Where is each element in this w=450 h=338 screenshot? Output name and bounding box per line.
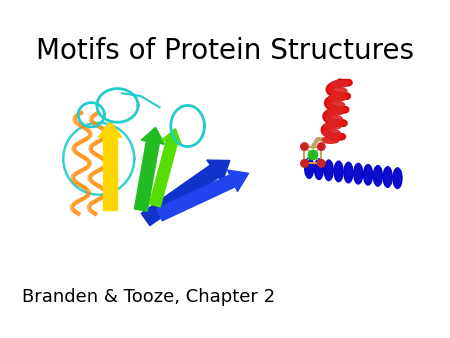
Polygon shape bbox=[141, 127, 164, 144]
Ellipse shape bbox=[383, 167, 392, 187]
Circle shape bbox=[301, 143, 308, 150]
Circle shape bbox=[301, 160, 308, 167]
Ellipse shape bbox=[324, 123, 341, 129]
Polygon shape bbox=[149, 141, 177, 207]
Ellipse shape bbox=[329, 95, 346, 101]
Polygon shape bbox=[98, 121, 122, 137]
Ellipse shape bbox=[324, 160, 333, 180]
Ellipse shape bbox=[393, 168, 402, 189]
Polygon shape bbox=[141, 165, 219, 226]
Ellipse shape bbox=[374, 166, 382, 186]
Ellipse shape bbox=[322, 137, 339, 143]
Ellipse shape bbox=[324, 130, 340, 136]
Ellipse shape bbox=[327, 108, 343, 115]
Ellipse shape bbox=[354, 163, 363, 184]
Circle shape bbox=[318, 160, 325, 167]
Ellipse shape bbox=[334, 161, 343, 182]
Circle shape bbox=[308, 150, 318, 160]
Ellipse shape bbox=[326, 116, 342, 122]
Polygon shape bbox=[104, 137, 117, 210]
Ellipse shape bbox=[305, 158, 314, 178]
Ellipse shape bbox=[331, 80, 348, 87]
Ellipse shape bbox=[315, 159, 324, 179]
Polygon shape bbox=[228, 170, 248, 191]
Text: Motifs of Protein Structures: Motifs of Protein Structures bbox=[36, 37, 414, 65]
Ellipse shape bbox=[364, 165, 373, 185]
Ellipse shape bbox=[330, 88, 347, 94]
Ellipse shape bbox=[344, 162, 353, 183]
Polygon shape bbox=[157, 175, 235, 221]
Polygon shape bbox=[135, 141, 159, 211]
Ellipse shape bbox=[328, 102, 345, 108]
Text: Branden & Tooze, Chapter 2: Branden & Tooze, Chapter 2 bbox=[22, 288, 275, 307]
Circle shape bbox=[318, 143, 325, 150]
Polygon shape bbox=[207, 160, 230, 182]
Polygon shape bbox=[162, 129, 181, 145]
